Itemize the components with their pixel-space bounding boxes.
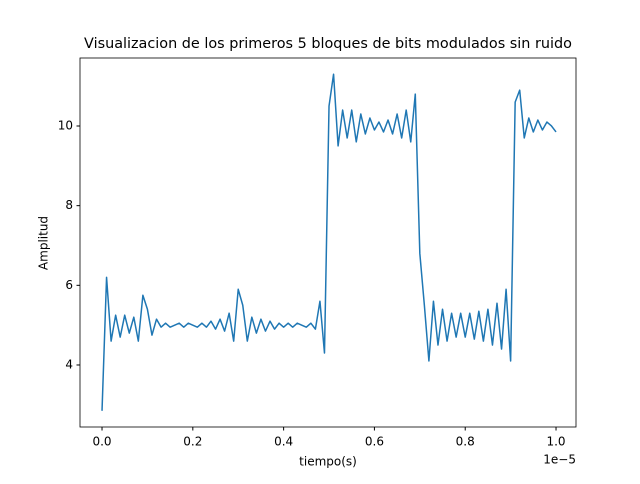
y-tick-label: 10: [58, 118, 73, 132]
x-tick-label: 0.6: [365, 435, 384, 449]
data-line: [101, 73, 557, 411]
x-tick-label: 1.0: [546, 435, 565, 449]
x-tick-label: 0.2: [183, 435, 202, 449]
y-tick-label: 4: [65, 357, 73, 371]
x-offset-label: 1e−5: [543, 453, 576, 467]
x-tick-label: 0.4: [274, 435, 293, 449]
y-axis-label: Amplitud: [37, 216, 51, 270]
x-tick-label: 0.0: [92, 435, 111, 449]
y-tick-label: 6: [65, 278, 73, 292]
axes-frame: [79, 57, 577, 428]
x-tick-label: 0.8: [456, 435, 475, 449]
chart-title: Visualizacion de los primeros 5 bloques …: [84, 36, 572, 52]
x-axis-label: tiempo(s): [299, 455, 357, 469]
y-tick-label: 8: [65, 198, 73, 212]
